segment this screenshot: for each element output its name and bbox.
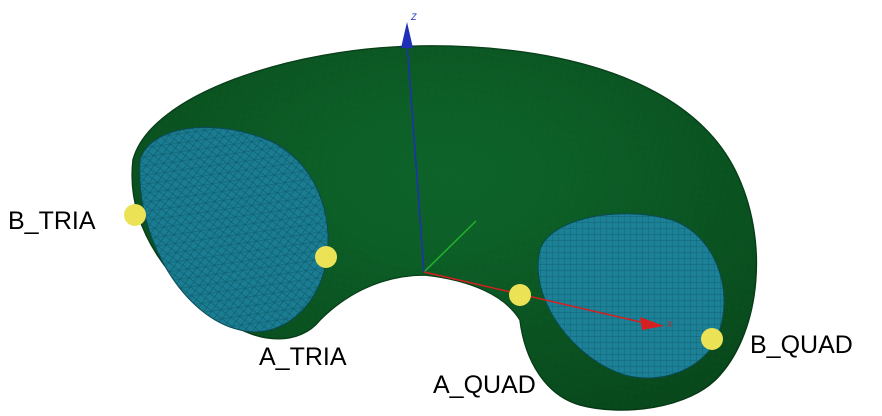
y-axis-line	[423, 220, 477, 273]
z-axis-label: Z	[410, 12, 417, 22]
b-quad-label: B_QUAD	[750, 331, 853, 359]
torus-inner-wall	[321, 116, 540, 269]
a-tria-label: A_TRIA	[259, 343, 347, 371]
b-quad-marker[interactable]	[701, 328, 723, 350]
b-tria-label: B_TRIA	[8, 207, 96, 235]
b-tria-marker[interactable]	[124, 204, 146, 226]
x-axis-line	[423, 271, 646, 324]
z-axis-arrow	[401, 22, 413, 48]
x-axis-label: X	[666, 320, 673, 329]
a-quad-marker[interactable]	[509, 284, 531, 306]
a-tria-marker[interactable]	[315, 246, 337, 268]
axes-triad: Z X	[401, 12, 673, 330]
a-quad-label: A_QUAD	[433, 371, 536, 399]
x-axis-arrow	[640, 317, 664, 330]
point-markers	[124, 204, 723, 350]
z-axis-line	[406, 41, 425, 273]
